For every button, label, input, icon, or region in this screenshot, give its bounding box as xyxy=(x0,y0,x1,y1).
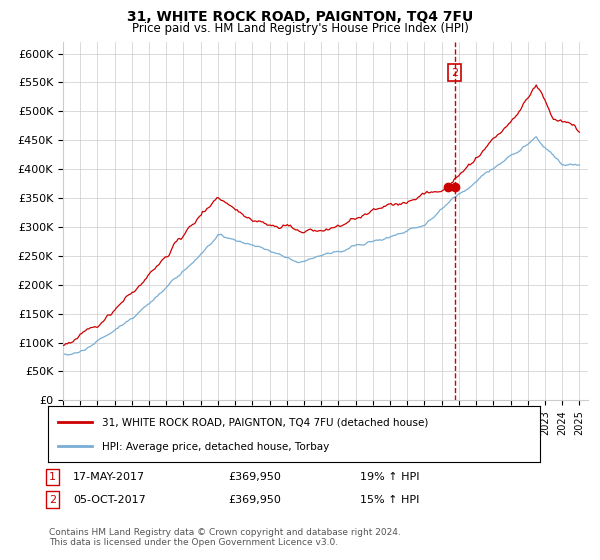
Text: Contains HM Land Registry data © Crown copyright and database right 2024.
This d: Contains HM Land Registry data © Crown c… xyxy=(49,528,401,547)
Text: HPI: Average price, detached house, Torbay: HPI: Average price, detached house, Torb… xyxy=(102,442,329,452)
Text: Price paid vs. HM Land Registry's House Price Index (HPI): Price paid vs. HM Land Registry's House … xyxy=(131,22,469,35)
Text: 05-OCT-2017: 05-OCT-2017 xyxy=(73,494,146,505)
Text: 15% ↑ HPI: 15% ↑ HPI xyxy=(360,494,419,505)
Text: 2: 2 xyxy=(451,68,458,78)
Text: £369,950: £369,950 xyxy=(228,472,281,482)
Text: 31, WHITE ROCK ROAD, PAIGNTON, TQ4 7FU: 31, WHITE ROCK ROAD, PAIGNTON, TQ4 7FU xyxy=(127,10,473,24)
Text: 2: 2 xyxy=(49,494,56,505)
Text: 1: 1 xyxy=(49,472,56,482)
Text: 31, WHITE ROCK ROAD, PAIGNTON, TQ4 7FU (detached house): 31, WHITE ROCK ROAD, PAIGNTON, TQ4 7FU (… xyxy=(102,418,428,428)
Text: 19% ↑ HPI: 19% ↑ HPI xyxy=(360,472,419,482)
Text: 17-MAY-2017: 17-MAY-2017 xyxy=(73,472,145,482)
Text: £369,950: £369,950 xyxy=(228,494,281,505)
